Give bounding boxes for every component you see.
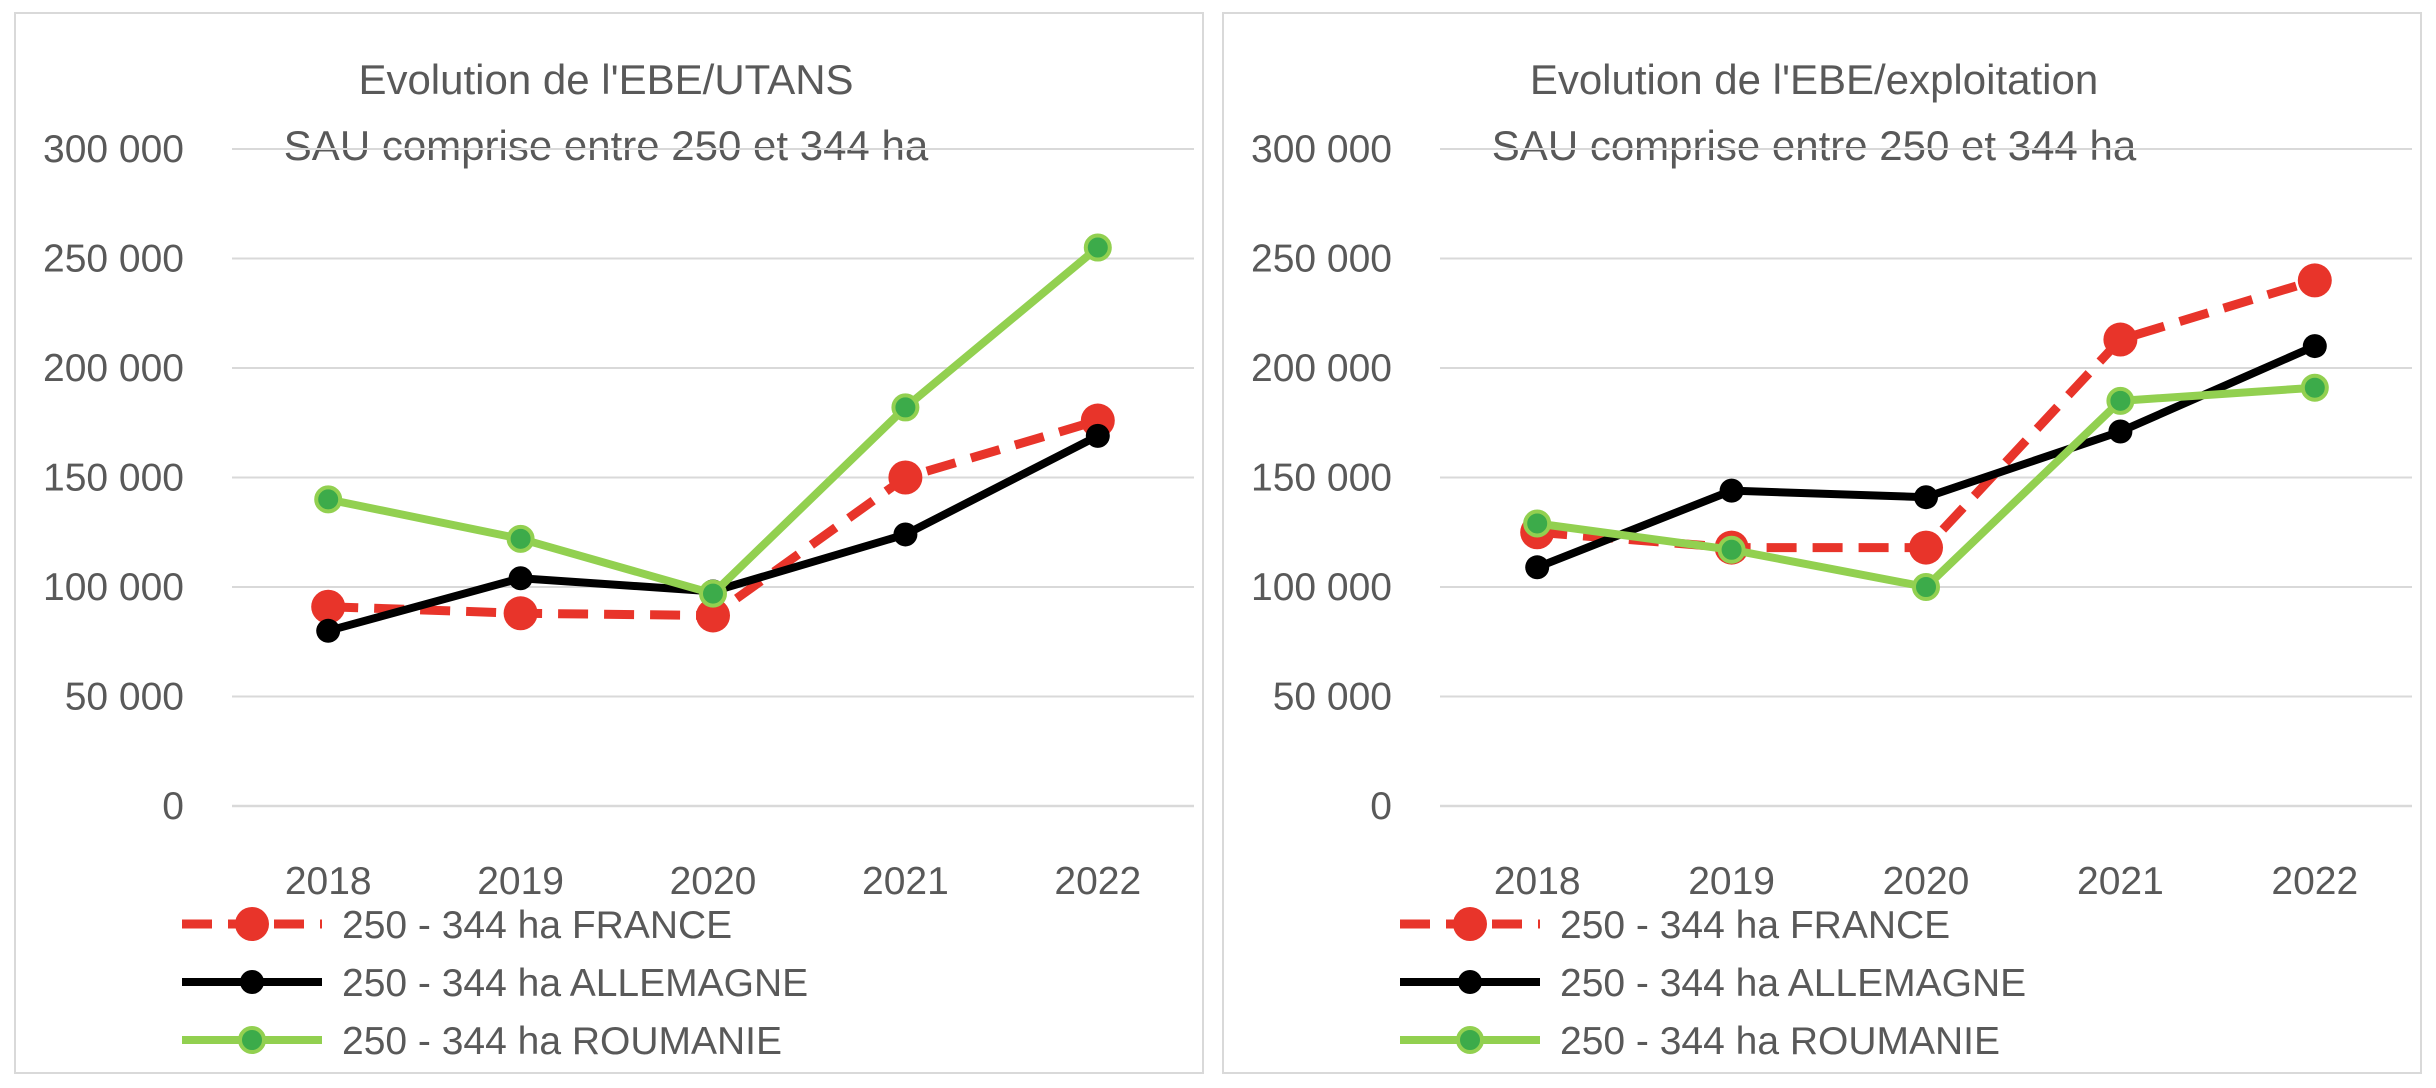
y-tick-label: 0 bbox=[1370, 785, 1392, 828]
data-point-france bbox=[2103, 322, 2138, 357]
chart-subtitle: SAU comprise entre 250 et 344 ha bbox=[1492, 122, 2137, 169]
x-tick-label: 2019 bbox=[477, 860, 564, 903]
chart-title: Evolution de l'EBE/exploitation bbox=[1530, 56, 2098, 103]
legend-marker-allemagne bbox=[1458, 970, 1482, 994]
y-tick-label: 250 000 bbox=[1251, 238, 1392, 281]
y-tick-label: 100 000 bbox=[1251, 566, 1392, 609]
data-point-roumanie bbox=[2300, 373, 2329, 402]
data-point-allemagne bbox=[1525, 555, 1550, 580]
legend-marker-allemagne bbox=[240, 970, 264, 994]
data-point-france bbox=[2297, 263, 2332, 298]
legend-marker-roumanie bbox=[1456, 1026, 1484, 1054]
legend-marker-roumanie bbox=[238, 1026, 266, 1054]
data-point-roumanie bbox=[1912, 573, 1940, 601]
y-tick-label: 200 000 bbox=[1251, 347, 1392, 390]
y-tick-label: 100 000 bbox=[43, 566, 184, 609]
x-tick-label: 2022 bbox=[1054, 860, 1141, 903]
chart-title: Evolution de l'EBE/UTANS bbox=[358, 56, 853, 103]
data-point-allemagne bbox=[1719, 478, 1744, 503]
x-tick-label: 2021 bbox=[862, 860, 949, 903]
data-point-roumanie bbox=[2106, 386, 2135, 415]
legend-label-allemagne: 250 - 344 ha ALLEMAGNE bbox=[1560, 962, 2026, 1005]
data-point-roumanie bbox=[699, 579, 727, 608]
x-tick-label: 2022 bbox=[2271, 860, 2358, 903]
legend-marker-france bbox=[235, 907, 269, 941]
chart-subtitle: SAU comprise entre 250 et 344 ha bbox=[284, 122, 929, 169]
data-point-allemagne bbox=[893, 522, 918, 547]
chart-panel-ebe-utans: Evolution de l'EBE/UTANS SAU comprise en… bbox=[14, 12, 1204, 1074]
data-point-allemagne bbox=[316, 618, 341, 643]
data-point-allemagne bbox=[508, 566, 533, 591]
legend-label-allemagne: 250 - 344 ha ALLEMAGNE bbox=[342, 962, 808, 1005]
y-tick-label: 150 000 bbox=[1251, 457, 1392, 500]
chart-panel-ebe-exploitation: Evolution de l'EBE/exploitation SAU comp… bbox=[1222, 12, 2422, 1074]
data-point-roumanie bbox=[891, 393, 920, 422]
y-tick-label: 300 000 bbox=[1251, 128, 1392, 171]
series-line-roumanie bbox=[324, 243, 1102, 598]
y-tick-label: 200 000 bbox=[43, 347, 184, 390]
legend-label-roumanie: 250 - 344 ha ROUMANIE bbox=[342, 1020, 782, 1063]
x-tick-label: 2019 bbox=[1688, 860, 1775, 903]
chart-ebe-utans: Evolution de l'EBE/UTANS SAU comprise en… bbox=[43, 56, 1194, 1063]
y-tick-label: 250 000 bbox=[43, 238, 184, 281]
data-point-roumanie bbox=[1523, 509, 1552, 538]
data-point-allemagne bbox=[2108, 419, 2133, 444]
x-tick-label: 2021 bbox=[2077, 860, 2164, 903]
data-point-allemagne bbox=[1914, 485, 1938, 510]
y-tick-label: 50 000 bbox=[1273, 676, 1392, 719]
data-point-france bbox=[311, 589, 346, 624]
legend-marker-france bbox=[1453, 907, 1487, 941]
legend-label-roumanie: 250 - 344 ha ROUMANIE bbox=[1560, 1020, 2000, 1063]
y-tick-label: 0 bbox=[162, 785, 184, 828]
data-point-france bbox=[696, 598, 730, 633]
data-point-allemagne bbox=[1085, 423, 1110, 448]
data-point-roumanie bbox=[1083, 233, 1112, 262]
data-point-roumanie bbox=[314, 485, 343, 514]
y-tick-label: 150 000 bbox=[43, 457, 184, 500]
data-point-france bbox=[888, 460, 923, 495]
data-point-roumanie bbox=[506, 524, 535, 553]
data-point-france bbox=[503, 596, 538, 631]
x-tick-label: 2020 bbox=[1883, 860, 1970, 903]
data-point-allemagne bbox=[2302, 334, 2327, 359]
data-point-france bbox=[1909, 530, 1943, 565]
legend-label-france: 250 - 344 ha FRANCE bbox=[342, 904, 732, 947]
chart-ebe-exploitation: Evolution de l'EBE/exploitation SAU comp… bbox=[1251, 56, 2412, 1063]
x-tick-label: 2020 bbox=[670, 860, 757, 903]
x-tick-label: 2018 bbox=[1494, 860, 1581, 903]
legend-label-france: 250 - 344 ha FRANCE bbox=[1560, 904, 1950, 947]
x-tick-label: 2018 bbox=[285, 860, 372, 903]
y-tick-label: 50 000 bbox=[65, 676, 184, 719]
data-point-roumanie bbox=[1717, 535, 1746, 564]
y-tick-label: 300 000 bbox=[43, 128, 184, 171]
